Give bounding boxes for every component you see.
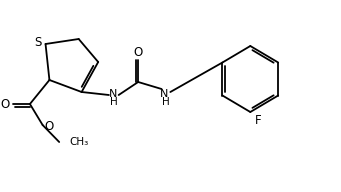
Text: N: N <box>109 89 117 99</box>
Text: N: N <box>160 89 169 99</box>
Text: H: H <box>162 97 169 107</box>
Text: O: O <box>0 98 10 111</box>
Text: CH₃: CH₃ <box>69 137 88 147</box>
Text: H: H <box>110 97 118 107</box>
Text: S: S <box>34 36 41 50</box>
Text: O: O <box>134 46 143 59</box>
Text: F: F <box>255 113 262 127</box>
Text: O: O <box>45 119 54 132</box>
